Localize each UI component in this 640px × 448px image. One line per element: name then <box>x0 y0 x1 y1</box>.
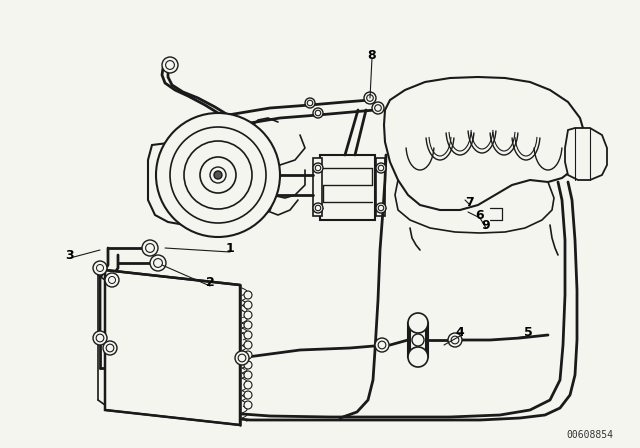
Circle shape <box>372 102 384 114</box>
Text: 2: 2 <box>205 276 214 289</box>
Text: 00608854: 00608854 <box>566 430 614 440</box>
Circle shape <box>244 381 252 389</box>
Circle shape <box>244 331 252 339</box>
Circle shape <box>154 258 163 267</box>
Circle shape <box>142 240 158 256</box>
Circle shape <box>244 321 252 329</box>
Circle shape <box>244 401 252 409</box>
Circle shape <box>96 334 104 342</box>
Circle shape <box>313 108 323 118</box>
Circle shape <box>451 336 459 344</box>
Circle shape <box>244 301 252 309</box>
Circle shape <box>448 333 462 347</box>
Circle shape <box>378 341 386 349</box>
Circle shape <box>103 341 117 355</box>
Text: 3: 3 <box>66 249 74 262</box>
Circle shape <box>170 127 266 223</box>
Circle shape <box>146 244 154 252</box>
Circle shape <box>162 57 178 73</box>
Circle shape <box>244 311 252 319</box>
Text: 4: 4 <box>456 326 465 339</box>
Polygon shape <box>565 128 607 180</box>
Circle shape <box>364 92 376 104</box>
Polygon shape <box>105 270 240 425</box>
Circle shape <box>156 113 280 237</box>
Circle shape <box>150 255 166 271</box>
Circle shape <box>214 171 222 179</box>
Circle shape <box>109 276 115 284</box>
Circle shape <box>184 141 252 209</box>
Text: 7: 7 <box>466 195 474 208</box>
Bar <box>376 158 385 216</box>
Circle shape <box>378 205 384 211</box>
Circle shape <box>313 203 323 213</box>
Circle shape <box>376 163 386 173</box>
Circle shape <box>244 371 252 379</box>
Circle shape <box>313 163 323 173</box>
Polygon shape <box>148 138 275 228</box>
Circle shape <box>412 334 424 346</box>
Circle shape <box>408 347 428 367</box>
Circle shape <box>93 261 107 275</box>
Circle shape <box>305 98 315 108</box>
Circle shape <box>376 203 386 213</box>
Circle shape <box>210 167 226 183</box>
Circle shape <box>375 338 389 352</box>
Bar <box>408 323 428 357</box>
Text: 6: 6 <box>476 208 484 221</box>
Circle shape <box>238 354 246 362</box>
Circle shape <box>244 351 252 359</box>
Circle shape <box>105 273 119 287</box>
Circle shape <box>374 105 381 111</box>
Text: 1: 1 <box>226 241 234 254</box>
Bar <box>313 158 322 216</box>
Text: 8: 8 <box>368 48 376 61</box>
Circle shape <box>93 331 107 345</box>
Circle shape <box>244 291 252 299</box>
Circle shape <box>200 157 236 193</box>
Polygon shape <box>384 77 585 210</box>
Circle shape <box>307 100 313 106</box>
Circle shape <box>316 165 321 171</box>
Circle shape <box>235 351 249 365</box>
Circle shape <box>378 165 384 171</box>
Circle shape <box>244 391 252 399</box>
Circle shape <box>408 313 428 333</box>
Circle shape <box>244 361 252 369</box>
Text: 5: 5 <box>524 326 532 339</box>
Circle shape <box>166 60 174 69</box>
Text: 9: 9 <box>482 219 490 232</box>
Circle shape <box>367 95 373 101</box>
Circle shape <box>316 205 321 211</box>
Circle shape <box>244 341 252 349</box>
Circle shape <box>97 264 104 271</box>
Bar <box>320 155 375 220</box>
Circle shape <box>316 110 321 116</box>
Circle shape <box>106 344 114 352</box>
